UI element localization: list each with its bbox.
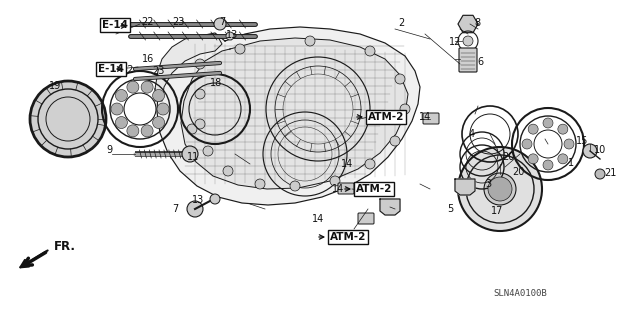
Text: 3: 3 (485, 179, 491, 189)
Text: ATM-2: ATM-2 (368, 112, 404, 122)
Circle shape (255, 179, 265, 189)
Text: E-14: E-14 (98, 64, 124, 74)
Circle shape (30, 81, 106, 157)
Circle shape (115, 90, 127, 101)
Polygon shape (458, 15, 478, 33)
Circle shape (463, 36, 473, 46)
Circle shape (195, 119, 205, 129)
Circle shape (543, 118, 553, 128)
Text: 20: 20 (512, 167, 524, 177)
Text: 23: 23 (152, 66, 164, 76)
Circle shape (157, 103, 169, 115)
Circle shape (458, 147, 542, 231)
Circle shape (152, 90, 164, 101)
Text: 14: 14 (341, 159, 353, 169)
Circle shape (583, 144, 597, 158)
Text: 13: 13 (226, 30, 238, 40)
Circle shape (187, 124, 197, 134)
Circle shape (390, 136, 400, 146)
FancyBboxPatch shape (459, 48, 477, 72)
Circle shape (543, 160, 553, 170)
Circle shape (210, 194, 220, 204)
Circle shape (127, 81, 139, 93)
Circle shape (203, 146, 213, 156)
Polygon shape (157, 27, 420, 205)
Polygon shape (181, 38, 408, 189)
Text: 15: 15 (576, 136, 588, 146)
Text: 7: 7 (172, 204, 178, 214)
Text: 7: 7 (219, 17, 225, 27)
Text: ATM-2: ATM-2 (356, 184, 392, 194)
Circle shape (484, 173, 516, 205)
Text: 22: 22 (141, 17, 154, 27)
Text: 21: 21 (604, 168, 616, 178)
Text: 23: 23 (172, 17, 184, 27)
Circle shape (214, 18, 226, 30)
Circle shape (226, 32, 234, 40)
Circle shape (595, 169, 605, 179)
Text: FR.: FR. (54, 241, 76, 254)
Text: 16: 16 (142, 54, 154, 64)
Text: ATM-2: ATM-2 (330, 232, 366, 242)
Text: SLN4A0100B: SLN4A0100B (493, 290, 547, 299)
Circle shape (141, 125, 153, 137)
Circle shape (182, 146, 198, 162)
Text: 14: 14 (419, 112, 431, 122)
Circle shape (365, 46, 375, 56)
Text: 17: 17 (491, 206, 503, 216)
Text: 12: 12 (449, 37, 461, 47)
Circle shape (235, 44, 245, 54)
Circle shape (223, 166, 233, 176)
Text: E-14: E-14 (102, 20, 128, 30)
Circle shape (127, 125, 139, 137)
Circle shape (111, 103, 123, 115)
Circle shape (395, 74, 405, 84)
Circle shape (522, 139, 532, 149)
Circle shape (558, 154, 568, 164)
Text: 13: 13 (192, 195, 204, 205)
Circle shape (365, 159, 375, 169)
Circle shape (558, 124, 568, 134)
Circle shape (187, 201, 203, 217)
Text: 10: 10 (594, 145, 606, 155)
Polygon shape (155, 35, 222, 101)
Text: 6: 6 (477, 57, 483, 67)
Text: 18: 18 (210, 78, 222, 88)
FancyBboxPatch shape (358, 213, 374, 224)
Text: 5: 5 (447, 204, 453, 214)
Circle shape (528, 124, 538, 134)
Circle shape (400, 104, 410, 114)
Circle shape (305, 36, 315, 46)
Text: 14: 14 (312, 214, 324, 224)
Text: 2: 2 (398, 18, 404, 28)
Text: 1: 1 (568, 158, 574, 168)
Circle shape (564, 139, 574, 149)
Circle shape (115, 116, 127, 129)
Text: 8: 8 (474, 18, 480, 28)
FancyBboxPatch shape (423, 113, 439, 124)
Text: 19: 19 (49, 81, 61, 91)
Text: 22: 22 (121, 65, 133, 75)
Circle shape (152, 116, 164, 129)
Circle shape (330, 176, 340, 186)
Text: 4: 4 (469, 129, 475, 139)
Text: 11: 11 (187, 152, 199, 162)
Circle shape (290, 181, 300, 191)
FancyBboxPatch shape (338, 183, 354, 194)
Circle shape (488, 177, 512, 201)
Text: 20: 20 (502, 152, 514, 162)
Circle shape (141, 81, 153, 93)
Polygon shape (455, 179, 475, 195)
Circle shape (528, 154, 538, 164)
Text: 14: 14 (332, 184, 344, 194)
Circle shape (195, 59, 205, 69)
Circle shape (195, 89, 205, 99)
Text: 9: 9 (106, 145, 112, 155)
Polygon shape (380, 199, 400, 215)
